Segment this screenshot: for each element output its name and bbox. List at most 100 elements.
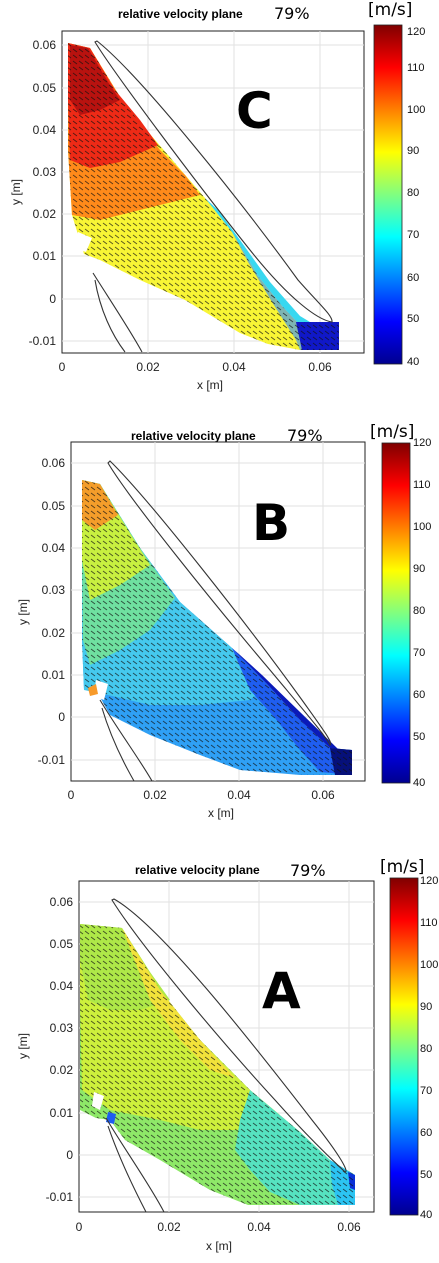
- x-tick: 0.02: [136, 360, 160, 374]
- x-tick: 0.06: [311, 788, 335, 802]
- colorbar-tick: 80: [420, 1043, 432, 1055]
- colorbar-tick: 80: [413, 605, 425, 617]
- y-tick: 0: [58, 710, 65, 724]
- colorbar-tick: 60: [420, 1127, 432, 1139]
- panel-letter: A: [262, 962, 301, 1020]
- blade-outline: [99, 460, 332, 782]
- y-tick: 0.01: [42, 668, 66, 682]
- y-tick: -0.01: [46, 1190, 74, 1204]
- blade-outline: [105, 898, 347, 1213]
- colorbar-tick: 120: [420, 875, 438, 887]
- x-tick: 0.04: [222, 360, 246, 374]
- y-tick: 0.02: [33, 207, 57, 221]
- colorbar-ticks: 120 110 100 90 80 70 60 50 40: [407, 26, 425, 368]
- colorbar-tick: 40: [407, 356, 419, 368]
- panel-title: relative velocity plane: [135, 863, 260, 877]
- x-ticks: 0 0.02 0.04 0.06: [76, 1220, 361, 1234]
- y-tick: 0.05: [33, 81, 57, 95]
- y-tick: 0.02: [42, 626, 66, 640]
- x-tick: 0.02: [143, 788, 167, 802]
- percent-label: 79%: [287, 426, 323, 445]
- colorbar: [373, 24, 403, 365]
- x-tick: 0: [68, 788, 75, 802]
- x-tick: 0.04: [227, 788, 251, 802]
- percent-label: 79%: [290, 861, 326, 880]
- colorbar-tick: 100: [407, 104, 425, 116]
- colorbar-tick: 40: [413, 777, 425, 789]
- panel-letter: B: [252, 494, 290, 552]
- colorbar-tick: 110: [413, 479, 431, 491]
- colorbar-unit: [m/s]: [380, 857, 424, 877]
- y-axis-label: y [m]: [16, 599, 30, 625]
- y-tick: 0.03: [33, 165, 57, 179]
- colorbar-tick: 90: [420, 1001, 432, 1013]
- y-tick: 0.02: [50, 1063, 74, 1077]
- y-tick: 0.04: [42, 541, 66, 555]
- y-tick: 0.04: [33, 123, 57, 137]
- y-ticks: 0.06 0.05 0.04 0.03 0.02 0.01 0 -0.01: [46, 895, 74, 1204]
- x-axis-label: x [m]: [206, 1239, 232, 1253]
- y-ticks: 0.06 0.05 0.04 0.03 0.02 0.01 0 -0.01: [38, 456, 66, 767]
- colorbar-tick: 110: [420, 917, 438, 929]
- colorbar: [389, 877, 419, 1216]
- y-tick: 0.03: [42, 583, 66, 597]
- y-tick: 0.04: [50, 979, 74, 993]
- y-tick: 0.05: [50, 937, 74, 951]
- colorbar-ticks: 120 110 100 90 80 70 60 50 40: [413, 437, 431, 789]
- colorbar-tick: 70: [413, 647, 425, 659]
- x-axis-label: x [m]: [208, 806, 234, 820]
- panel-title: relative velocity plane: [118, 7, 243, 21]
- y-tick: 0.01: [33, 249, 57, 263]
- colorbar-tick: 110: [407, 62, 425, 74]
- colorbar-tick: 100: [413, 521, 431, 533]
- colorbar-tick: 120: [413, 437, 431, 449]
- y-ticks: 0.06 0.05 0.04 0.03 0.02 0.01 0 -0.01: [29, 38, 57, 348]
- percent-label: 79%: [274, 4, 310, 23]
- y-tick: 0.01: [50, 1106, 74, 1120]
- y-tick: 0.06: [33, 38, 57, 52]
- colorbar-tick: 70: [420, 1085, 432, 1097]
- y-tick: 0.06: [42, 456, 66, 470]
- colorbar-unit: [m/s]: [370, 422, 414, 442]
- velocity-panel-c: relative velocity plane 79% [m/s] 0.0: [9, 0, 425, 392]
- y-tick: 0.06: [50, 895, 74, 909]
- velocity-panel-a: relative velocity plane 79% [m/s]: [16, 857, 438, 1253]
- colorbar-tick: 50: [420, 1169, 432, 1181]
- x-ticks: 0 0.02 0.04 0.06: [59, 360, 332, 374]
- velocity-panel-b: relative velocity plane 79% [m/s]: [16, 422, 431, 820]
- colorbar-tick: 120: [407, 26, 425, 38]
- x-tick: 0: [76, 1220, 83, 1234]
- y-tick: 0: [66, 1148, 73, 1162]
- y-tick: -0.01: [29, 334, 57, 348]
- colorbar-tick: 70: [407, 229, 419, 241]
- y-tick: 0.05: [42, 499, 66, 513]
- colorbar-ticks: 120 110 100 90 80 70 60 50 40: [420, 875, 438, 1221]
- x-tick: 0.04: [247, 1220, 271, 1234]
- y-tick: -0.01: [38, 753, 66, 767]
- blade-outline: [92, 40, 333, 353]
- colorbar-unit: [m/s]: [368, 0, 412, 20]
- colorbar-tick: 60: [407, 272, 419, 284]
- panel-letter: C: [236, 82, 273, 140]
- colorbar-tick: 80: [407, 187, 419, 199]
- x-tick: 0.06: [337, 1220, 361, 1234]
- colorbar-tick: 50: [407, 313, 419, 325]
- colorbar-tick: 90: [407, 145, 419, 157]
- colorbar-tick: 90: [413, 563, 425, 575]
- velocity-field: [68, 43, 339, 350]
- y-axis-label: y [m]: [9, 179, 23, 205]
- colorbar-tick: 40: [420, 1209, 432, 1221]
- x-tick: 0.06: [308, 360, 332, 374]
- colorbar-tick: 50: [413, 731, 425, 743]
- velocity-field: [80, 924, 355, 1205]
- y-tick: 0.03: [50, 1021, 74, 1035]
- x-tick: 0.02: [157, 1220, 181, 1234]
- x-axis-label: x [m]: [197, 378, 223, 392]
- panel-title: relative velocity plane: [131, 429, 256, 443]
- colorbar-tick: 100: [420, 959, 438, 971]
- x-ticks: 0 0.02 0.04 0.06: [68, 788, 335, 802]
- x-tick: 0: [59, 360, 66, 374]
- velocity-field: [82, 480, 352, 775]
- y-axis-label: y [m]: [16, 1033, 30, 1059]
